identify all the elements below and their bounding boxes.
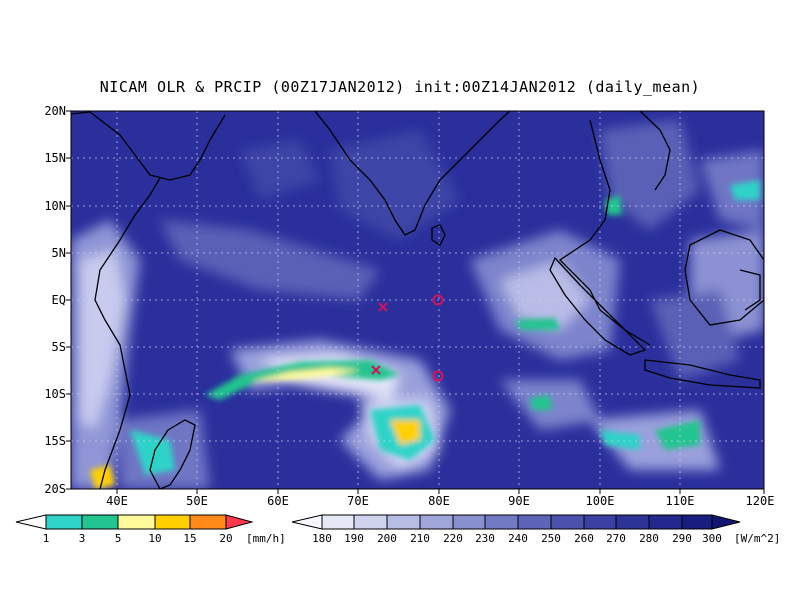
precip-colorbar [15,514,254,530]
olr-cb-label-230: 230 [475,532,495,545]
olr-cb-box-3 [386,514,421,530]
coast-southeast-asia [558,119,651,346]
lat-label-10s: 10S [44,387,66,401]
coast-sumatra [549,256,647,356]
olr-cb-label-180: 180 [312,532,332,545]
olr-cb-arrow-left [291,514,323,530]
lon-label-80e: 80E [428,494,450,508]
coast-africa-arabia [71,111,226,489]
olr-cb-label-260: 260 [574,532,594,545]
precip-cb-box-4 [154,514,191,530]
marker-x-south [371,365,381,375]
precip-cb-unit: [mm/h] [246,532,286,545]
olr-cb-box-6 [484,514,519,530]
coast-sulawesi-edge [739,269,761,311]
olr-cb-box-9 [583,514,617,530]
precip-cb-label-15: 15 [183,532,197,545]
marker-circle-south [432,370,444,382]
coast-philippines-north [639,111,671,191]
chart-title: NICAM OLR & PRCIP (00Z17JAN2012) init:00… [99,78,701,96]
lat-label-eq: EQ [51,293,66,307]
marker-x-north [378,302,388,312]
marker-circle-north [432,294,444,306]
coast-sri-lanka [431,224,446,246]
precip-cb-arrow-left [15,514,47,530]
olr-cb-label-240: 240 [508,532,528,545]
olr-cb-label-220: 220 [443,532,463,545]
olr-cb-box-11 [648,514,683,530]
olr-cb-box-4 [419,514,454,530]
olr-cb-box-12 [681,514,713,530]
olr-cb-label-300: 300 [702,532,722,545]
coastlines [71,111,764,489]
precip-cb-box-3 [117,514,156,530]
olr-cb-label-210: 210 [410,532,430,545]
olr-cb-box-10 [615,514,650,530]
precip-cb-label-3: 3 [78,532,86,545]
storm-markers [371,294,444,382]
olr-cb-box-1 [321,514,355,530]
lat-label-5n: 5N [51,246,66,260]
lon-label-70e: 70E [347,494,369,508]
lon-label-100e: 100E [585,494,615,508]
olr-cb-box-5 [452,514,486,530]
olr-cb-label-190: 190 [344,532,364,545]
coast-java [644,359,761,389]
precip-cb-label-5: 5 [114,532,122,545]
olr-cb-arrow-right [711,514,741,530]
lat-label-15n: 15N [44,151,66,165]
precip-cb-box-2 [81,514,119,530]
olr-cb-label-250: 250 [541,532,561,545]
olr-cb-box-2 [353,514,388,530]
axis-ticks [66,110,765,494]
olr-cb-box-8 [550,514,585,530]
precip-field [90,180,760,489]
precip-cb-box-1 [45,514,83,530]
lat-label-10n: 10N [44,199,66,213]
precip-cb-label-20: 20 [219,532,233,545]
precip-cb-label-1: 1 [42,532,50,545]
map-grid [71,111,764,489]
lon-label-40e: 40E [106,494,128,508]
lon-label-60e: 60E [267,494,289,508]
lon-label-50e: 50E [186,494,208,508]
olr-cb-label-270: 270 [606,532,626,545]
precip-cb-arrow-right [225,514,254,530]
lat-label-20n: 20N [44,104,66,118]
olr-colorbar [291,514,741,530]
coast-borneo [684,229,764,326]
olr-cb-label-200: 200 [377,532,397,545]
lon-label-90e: 90E [508,494,530,508]
lon-label-110e: 110E [665,494,695,508]
coast-madagascar [149,419,196,489]
coast-india [314,111,511,236]
lat-label-5s: 5S [51,340,66,354]
lon-label-120e: 120E [745,494,775,508]
lat-label-15s: 15S [44,434,66,448]
precip-cb-box-5 [189,514,227,530]
olr-cb-label-280: 280 [639,532,659,545]
lat-label-20s: 20S [44,482,66,496]
olr-cb-unit: [W/m^2] [734,532,781,545]
olr-cb-box-7 [517,514,552,530]
precip-cb-label-10: 10 [148,532,162,545]
olr-cb-label-290: 290 [672,532,692,545]
